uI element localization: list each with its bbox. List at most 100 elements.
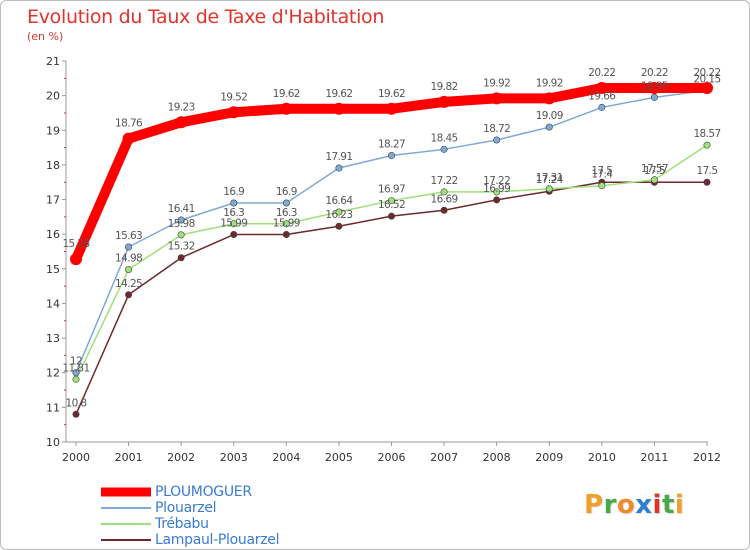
data-label: 19.62 — [378, 88, 405, 100]
data-point — [335, 208, 343, 216]
data-point — [177, 216, 185, 224]
data-point — [72, 375, 80, 383]
y-tick-label: 15 — [46, 263, 60, 276]
legend-swatch — [101, 507, 151, 509]
data-point — [440, 145, 448, 153]
data-label: 15.98 — [168, 218, 195, 230]
x-tick-label: 2003 — [220, 451, 248, 464]
data-point — [650, 176, 658, 184]
data-point — [595, 82, 608, 95]
data-label: 18.72 — [483, 123, 510, 135]
legend-item-lampaul-plouarzel: Lampaul-Plouarzel — [101, 532, 361, 548]
data-point — [543, 92, 556, 105]
data-label: 16.99 — [483, 183, 510, 195]
series-tr-babu — [72, 141, 711, 383]
series-line — [75, 89, 708, 374]
data-label: 16.41 — [168, 203, 195, 215]
data-label: 18.45 — [431, 132, 458, 144]
x-tick-label: 2008 — [483, 451, 511, 464]
logo-letter: P — [584, 490, 604, 520]
x-tick-label: 2007 — [430, 451, 458, 464]
data-label: 19.92 — [536, 77, 563, 89]
data-point — [387, 152, 395, 160]
data-point — [280, 102, 293, 115]
data-label: 17.5 — [591, 165, 612, 177]
legend-label: Trébabu — [155, 516, 209, 532]
data-point — [545, 185, 553, 193]
data-label: 19.23 — [168, 101, 195, 113]
y-tick-label: 18 — [46, 159, 60, 172]
data-label: 18.76 — [115, 118, 143, 130]
data-label: 18.27 — [378, 139, 405, 151]
x-tick-label: 2002 — [167, 451, 195, 464]
data-point — [122, 132, 135, 145]
data-point — [385, 102, 398, 115]
legend-item-ploumoguer: PLOUMOGUER — [101, 484, 361, 500]
x-tick-label: 2009 — [535, 451, 563, 464]
data-point — [598, 182, 606, 190]
data-label: 16.3 — [276, 207, 297, 219]
legend-label: Lampaul-Plouarzel — [155, 532, 280, 548]
legend-swatch — [101, 487, 151, 497]
y-tick-label: 16 — [46, 228, 60, 241]
legend-swatch — [101, 523, 151, 525]
y-tick-label: 21 — [46, 55, 60, 68]
data-label: 16.64 — [325, 195, 353, 207]
data-label: 17.5 — [697, 165, 718, 177]
data-label: 15.99 — [273, 218, 300, 230]
logo-letter: i — [674, 490, 685, 520]
data-point — [493, 188, 501, 196]
data-label: 19.62 — [273, 88, 300, 100]
data-point — [545, 123, 553, 131]
data-label: 16.3 — [223, 207, 244, 219]
data-point — [227, 106, 240, 119]
logo-letter: x — [635, 490, 653, 520]
data-label: 15.99 — [220, 218, 247, 230]
y-tick-label: 20 — [46, 90, 60, 103]
data-point — [125, 291, 133, 299]
y-tick-label: 12 — [46, 367, 60, 380]
x-tick-label: 2005 — [325, 451, 353, 464]
data-point — [440, 206, 448, 214]
data-label: 16.69 — [431, 193, 458, 205]
series-ploumoguer — [70, 82, 713, 266]
data-label: 20.22 — [588, 67, 615, 79]
data-point — [650, 93, 658, 101]
data-label: 14.25 — [115, 278, 142, 290]
y-tick-label: 13 — [46, 332, 60, 345]
legend-swatch — [101, 539, 151, 541]
data-label: 16.9 — [223, 186, 244, 198]
data-point — [230, 199, 238, 207]
data-label: 20.15 — [693, 73, 720, 85]
data-point — [598, 103, 606, 111]
data-label: 16.52 — [378, 199, 405, 211]
data-point — [335, 164, 343, 172]
x-tick-label: 2006 — [378, 451, 406, 464]
data-point — [332, 102, 345, 115]
data-point — [438, 95, 451, 108]
data-label: 16.9 — [276, 186, 297, 198]
data-label: 15.63 — [115, 230, 142, 242]
logo-letter: t — [661, 490, 675, 520]
data-label: 19.09 — [536, 110, 563, 122]
proxiti-logo: Proxiti — [584, 490, 684, 520]
data-label: 17.31 — [536, 172, 563, 184]
data-point — [70, 253, 82, 266]
data-point — [175, 116, 188, 129]
data-point — [703, 141, 711, 149]
data-label: 19.82 — [431, 81, 458, 93]
data-label: 19.66 — [588, 90, 616, 102]
legend-item-plouarzel: Plouarzel — [101, 500, 361, 516]
data-label: 20.22 — [693, 67, 720, 79]
data-point — [703, 178, 711, 186]
data-label: 17.57 — [641, 163, 668, 175]
data-point — [125, 243, 133, 251]
data-point — [72, 410, 80, 418]
data-point — [230, 231, 238, 239]
data-label: 10.8 — [66, 397, 87, 409]
data-point — [701, 82, 713, 95]
legend-label: Plouarzel — [155, 500, 217, 516]
y-tick-label: 17 — [46, 194, 60, 207]
data-point — [387, 197, 395, 205]
